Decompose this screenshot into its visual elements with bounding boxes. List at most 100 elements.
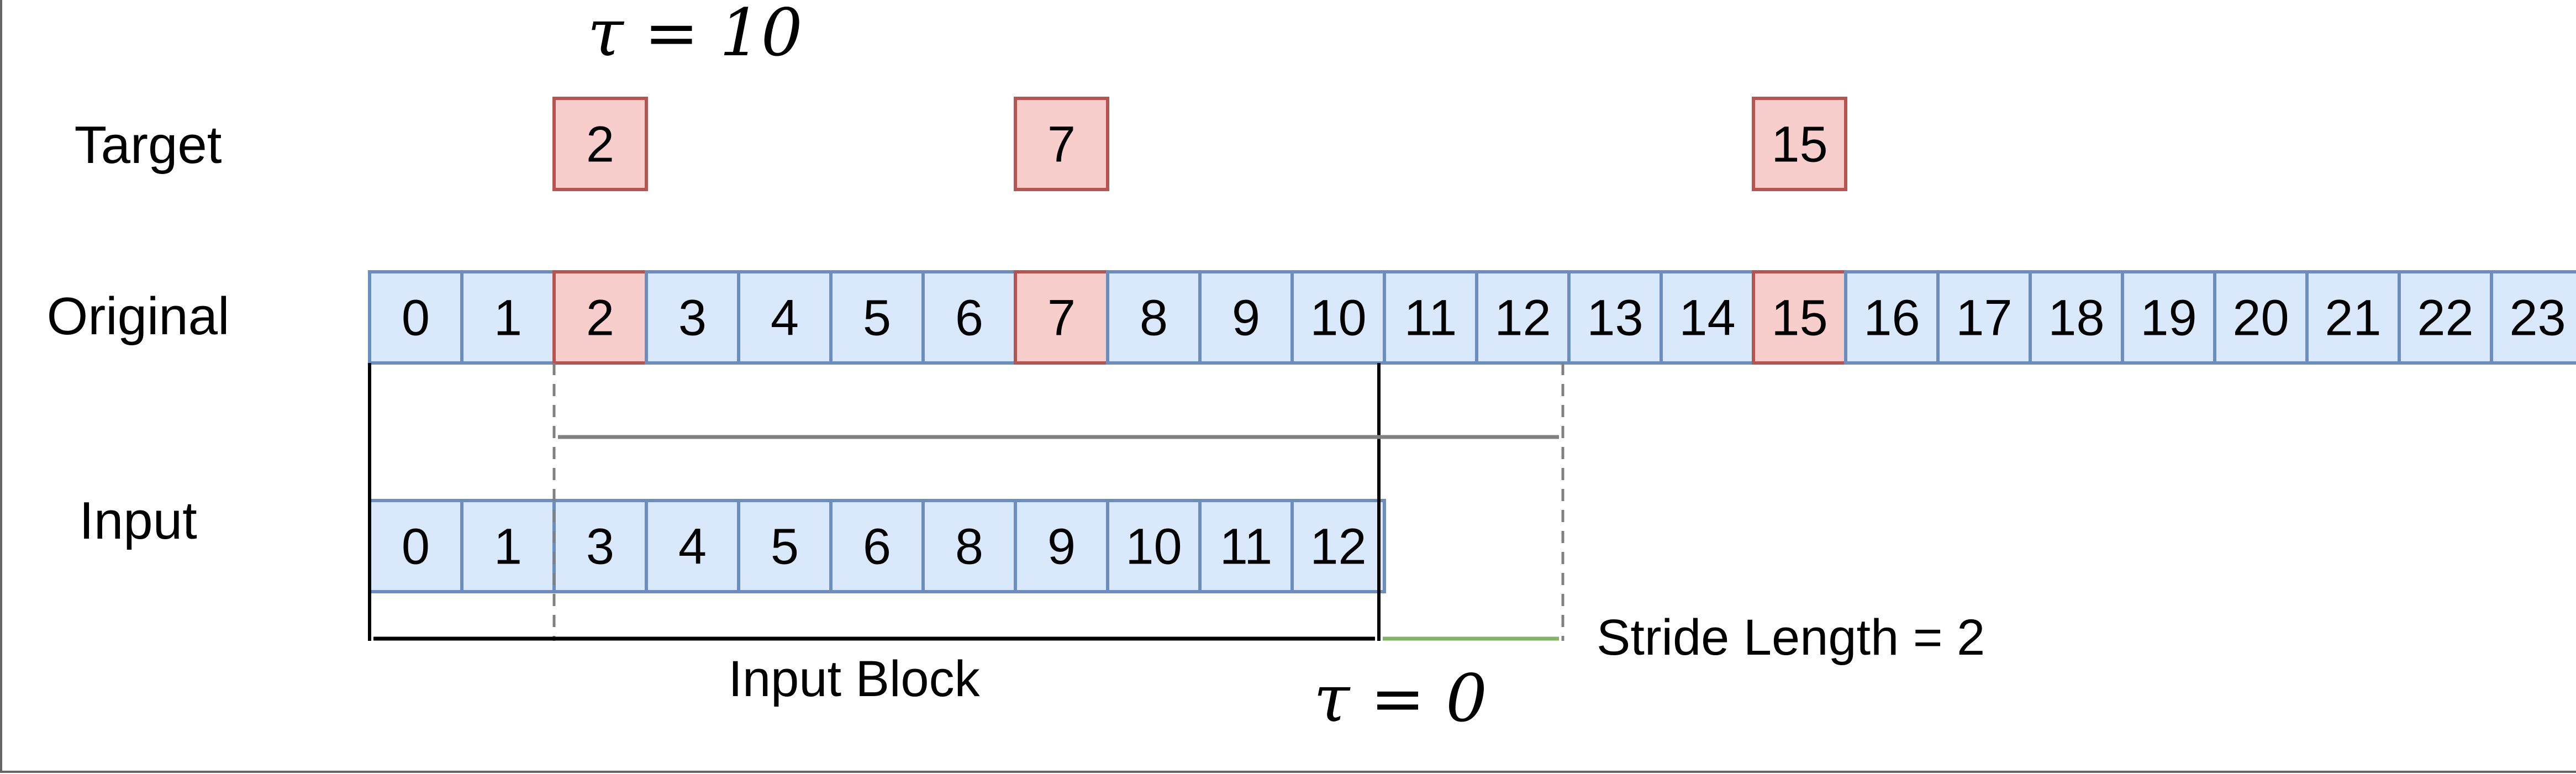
target-cell-15-value: 15 <box>1771 117 1827 173</box>
input-cell-12-box <box>1290 499 1386 593</box>
original-cell-23-box <box>2490 270 2576 365</box>
input-cell-6-value: 6 <box>863 519 891 575</box>
original-cell-19-box <box>2121 270 2216 365</box>
original-cell-1-value: 1 <box>494 290 522 346</box>
input-cell-6: 6 <box>829 499 925 593</box>
target-cell-15: 15 <box>1752 97 1847 191</box>
input-cell-11-value: 11 <box>1220 519 1273 575</box>
input-cell-9: 9 <box>1014 499 1109 593</box>
input-block-label: Input Block <box>728 651 980 707</box>
original-cell-22: 22 <box>2398 270 2493 365</box>
original-cell-3-box <box>645 270 740 365</box>
original-cell-7: 7 <box>1014 270 1109 365</box>
input-cell-8-box <box>921 499 1017 593</box>
original-cell-2-box <box>552 270 648 365</box>
original-cell-10-box <box>1290 270 1386 365</box>
original-cell-1: 1 <box>460 270 556 365</box>
target-cell-15-box <box>1752 97 1847 191</box>
original-cell-2: 2 <box>552 270 648 365</box>
original-cell-5: 5 <box>829 270 925 365</box>
original-cell-19-value: 19 <box>2140 290 2196 346</box>
original-cell-17-box <box>1936 270 2032 365</box>
original-cell-18-box <box>2029 270 2124 365</box>
input-cell-3-box <box>552 499 648 593</box>
original-cell-0-box <box>368 270 463 365</box>
input-row-label: Input <box>79 491 197 550</box>
input-cell-5-value: 5 <box>771 519 799 575</box>
input-cell-4: 4 <box>645 499 740 593</box>
original-cell-7-value: 7 <box>1047 290 1076 346</box>
original-cell-4: 4 <box>737 270 833 365</box>
original-cell-16-value: 16 <box>1863 290 1920 346</box>
original-cell-8: 8 <box>1106 270 1202 365</box>
original-cell-11: 11 <box>1383 270 1478 365</box>
input-cell-0: 0 <box>368 499 463 593</box>
original-cell-4-value: 4 <box>771 290 799 346</box>
original-cell-3: 3 <box>645 270 740 365</box>
original-cell-10-value: 10 <box>1310 290 1366 346</box>
input-cell-1: 1 <box>460 499 556 593</box>
original-cell-16: 16 <box>1844 270 1940 365</box>
original-cell-19: 19 <box>2121 270 2216 365</box>
original-cell-21-value: 21 <box>2325 290 2381 346</box>
input-cell-4-box <box>645 499 740 593</box>
original-cell-5-box <box>829 270 925 365</box>
stride-length-label: Stride Length = 2 <box>1597 609 1985 666</box>
original-cell-3-value: 3 <box>678 290 707 346</box>
original-cell-16-box <box>1844 270 1940 365</box>
original-cell-13-box <box>1567 270 1663 365</box>
original-cell-11-value: 11 <box>1404 290 1457 346</box>
input-cell-3: 3 <box>552 499 648 593</box>
original-cell-11-box <box>1383 270 1478 365</box>
original-cell-12: 12 <box>1475 270 1571 365</box>
input-cell-1-value: 1 <box>494 519 522 575</box>
target-cell-7-box <box>1014 97 1109 191</box>
original-cell-15-value: 15 <box>1771 290 1827 346</box>
target-cell-7: 7 <box>1014 97 1109 191</box>
original-cell-22-value: 22 <box>2417 290 2473 346</box>
input-cell-9-value: 9 <box>1047 519 1076 575</box>
input-cell-10-value: 10 <box>1125 519 1182 575</box>
original-cell-14: 14 <box>1660 270 1755 365</box>
original-cell-7-box <box>1014 270 1109 365</box>
original-cell-22-box <box>2398 270 2493 365</box>
original-row: 0 1 2 3 4 5 6 7 8 9 10 11 12 13 14 15 16 17 18 19 20 21 22 23 <box>368 270 2576 365</box>
target-cell-2: 2 <box>552 97 648 191</box>
original-cell-17-value: 17 <box>1956 290 2012 346</box>
original-cell-6-box <box>921 270 1017 365</box>
input-cell-4-value: 4 <box>678 519 707 575</box>
input-cell-1-box <box>460 499 556 593</box>
target-cell-2-box <box>552 97 648 191</box>
original-cell-20: 20 <box>2213 270 2309 365</box>
original-cell-18: 18 <box>2029 270 2124 365</box>
original-cell-9: 9 <box>1198 270 1294 365</box>
original-cell-6-value: 6 <box>955 290 983 346</box>
input-row: 0 1 3 4 5 6 8 9 10 11 12 <box>368 499 1386 593</box>
input-cell-10: 10 <box>1106 499 1202 593</box>
original-cell-12-box <box>1475 270 1571 365</box>
original-cell-8-box <box>1106 270 1202 365</box>
original-cell-13: 13 <box>1567 270 1663 365</box>
original-cell-23: 23 <box>2490 270 2576 365</box>
input-cell-11: 11 <box>1198 499 1294 593</box>
original-cell-5-value: 5 <box>863 290 891 346</box>
input-cell-0-box <box>368 499 463 593</box>
original-row-label: Original <box>47 287 230 346</box>
original-cell-4-box <box>737 270 833 365</box>
tau-top-label: τ = 10 <box>587 0 802 71</box>
input-cell-12: 12 <box>1290 499 1386 593</box>
original-cell-20-box <box>2213 270 2309 365</box>
input-cell-8: 8 <box>921 499 1017 593</box>
input-cell-5: 5 <box>737 499 833 593</box>
input-cell-8-value: 8 <box>955 519 983 575</box>
target-cell-7-value: 7 <box>1047 117 1076 173</box>
input-cell-0-value: 0 <box>402 519 430 575</box>
original-cell-0: 0 <box>368 270 463 365</box>
tau-bottom-label: τ = 0 <box>1314 660 1487 736</box>
original-cell-21: 21 <box>2305 270 2401 365</box>
input-cell-11-box <box>1198 499 1294 593</box>
target-row-label: Target <box>75 115 222 175</box>
target-cell-2-value: 2 <box>586 117 614 173</box>
original-cell-20-value: 20 <box>2232 290 2289 346</box>
